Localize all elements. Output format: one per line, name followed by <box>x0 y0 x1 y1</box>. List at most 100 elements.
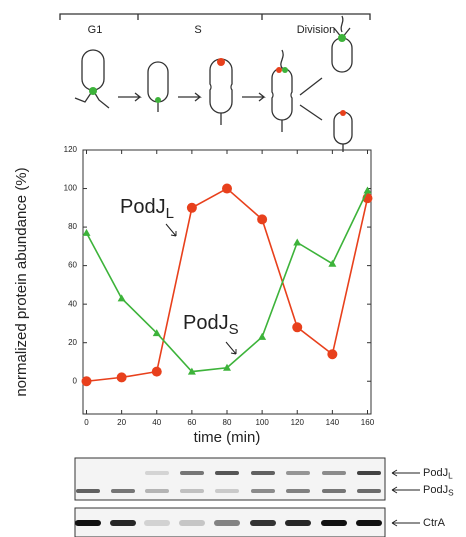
band <box>356 520 382 526</box>
band <box>145 489 169 493</box>
x-tick-label: 160 <box>361 418 375 427</box>
marker <box>117 294 126 302</box>
arrow <box>299 77 323 121</box>
label-text: PodJ <box>183 312 229 334</box>
x-tick-label: 0 <box>84 418 89 427</box>
marker <box>292 322 303 333</box>
band <box>215 489 239 493</box>
cell-cycle-diagram <box>59 13 371 152</box>
band <box>180 471 204 475</box>
band <box>322 489 346 493</box>
x-tick-label: 40 <box>152 418 161 427</box>
y-tick-label: 60 <box>68 261 77 270</box>
arrow <box>178 92 202 102</box>
x-tick-label: 100 <box>255 418 269 427</box>
y-tick-label: 20 <box>68 338 77 347</box>
marker <box>82 228 91 236</box>
band <box>76 489 100 493</box>
podj-spot <box>338 34 346 42</box>
band <box>110 520 136 526</box>
band <box>111 489 135 493</box>
marker <box>257 214 268 225</box>
podj-spot <box>155 97 161 103</box>
label-text: PodJ <box>423 467 448 479</box>
marker <box>152 329 161 337</box>
marker <box>293 238 302 246</box>
x-axis-label: time (min) <box>194 429 261 446</box>
band <box>357 471 381 475</box>
marker <box>116 372 127 383</box>
x-tick-label: 60 <box>187 418 196 427</box>
arrow <box>242 92 266 102</box>
band <box>321 520 347 526</box>
x-tick-label: 80 <box>223 418 232 427</box>
label-arrow <box>391 486 420 494</box>
marker <box>81 376 92 387</box>
blot-label: PodJS <box>423 484 454 498</box>
band <box>251 471 275 475</box>
band <box>144 520 170 526</box>
marker <box>363 186 372 194</box>
marker <box>223 363 231 371</box>
x-tick-label: 120 <box>291 418 305 427</box>
flagellum <box>280 49 284 132</box>
arrow <box>118 92 142 102</box>
y-tick-label: 120 <box>64 145 78 154</box>
x-tick-label: 20 <box>117 418 126 427</box>
podj-spot <box>89 87 97 95</box>
blot-label: CtrA <box>423 517 446 529</box>
podj-spot <box>340 110 346 116</box>
annotation-arrow <box>225 341 237 355</box>
band <box>145 471 169 475</box>
y-axis-label: normalized protein abundance (%) <box>13 167 30 396</box>
cell <box>333 111 353 145</box>
cell <box>209 58 233 114</box>
podj-spot <box>276 67 282 73</box>
label-arrow <box>391 469 420 477</box>
phase-label: S <box>194 24 201 36</box>
phase-label: Division <box>297 24 336 36</box>
podj-spot <box>217 58 225 66</box>
blot-label: PodJL <box>423 467 453 481</box>
band <box>215 471 239 475</box>
marker <box>327 349 338 360</box>
band <box>251 489 275 493</box>
phase-bracket <box>59 13 371 20</box>
band <box>250 520 276 526</box>
label-subscript: S <box>448 488 454 497</box>
band <box>357 489 381 493</box>
y-tick-label: 80 <box>68 222 77 231</box>
annotation: PodJL <box>120 196 174 222</box>
annotation: PodJS <box>183 312 239 338</box>
plot: 0 20 40 60 80 100 120 0 20 40 60 80 100 120 140 160 time… <box>13 145 375 446</box>
x-tick-label: 140 <box>326 418 340 427</box>
band <box>286 471 310 475</box>
marker <box>328 259 337 267</box>
cell <box>81 49 105 91</box>
cell <box>147 61 169 103</box>
cell <box>331 37 353 73</box>
phase-label: G1 <box>88 24 103 36</box>
label-text: CtrA <box>423 517 446 529</box>
marker <box>222 183 232 194</box>
blot-panel <box>74 457 386 501</box>
band <box>180 489 204 493</box>
y-tick-label: 40 <box>68 299 77 308</box>
label-text: PodJ <box>423 484 448 496</box>
y-tick-label: 100 <box>64 184 78 193</box>
label-text: PodJ <box>120 196 166 218</box>
label-subscript: S <box>229 321 239 338</box>
cell <box>271 67 293 121</box>
label-subscript: L <box>166 205 174 222</box>
band <box>75 520 101 526</box>
marker <box>258 332 267 340</box>
label-arrow <box>391 519 420 527</box>
band <box>286 489 310 493</box>
band <box>285 520 311 526</box>
label-subscript: L <box>448 471 453 480</box>
annotation-arrow <box>165 223 177 237</box>
podj-spot <box>282 67 288 73</box>
marker <box>151 366 162 377</box>
marker <box>187 367 196 375</box>
